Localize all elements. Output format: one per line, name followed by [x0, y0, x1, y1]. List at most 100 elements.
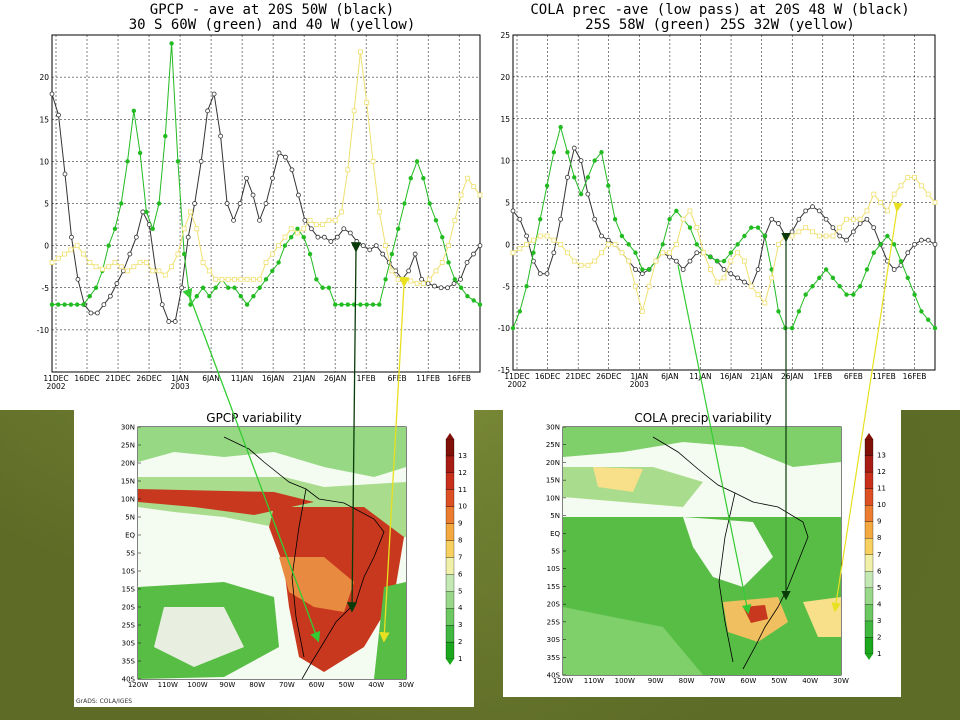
chart-0-series-0-point: [296, 192, 301, 198]
chart-1-series-2-point: [830, 233, 836, 239]
left-lat-label: 30S: [122, 640, 136, 648]
chart-0-series-0-point: [477, 243, 483, 249]
chart-0-series-2-point: [200, 260, 206, 265]
chart-1-series-2-point: [925, 191, 931, 197]
chart-1-ytick-label: 10: [500, 157, 510, 166]
chart-0-series-1-point: [226, 285, 231, 290]
chart-1-series-2-point: [619, 250, 625, 256]
chart-1-series-2-point: [517, 246, 523, 251]
right-colorbar-label: 3: [877, 617, 881, 625]
chart-0-xtick-label: 1FEB: [357, 374, 376, 383]
chart-0-series-2-point: [137, 260, 143, 265]
chart-1-series-1-point: [796, 309, 802, 314]
chart-1-series-1-point: [857, 284, 863, 289]
chart-0-series-0-point: [347, 230, 353, 236]
chart-1-ytick-label: -10: [498, 324, 510, 333]
chart-1-series-2-point: [762, 300, 768, 306]
chart-0-series-2-point: [402, 276, 407, 282]
chart-0-series-0-point: [179, 285, 185, 291]
chart-0-series-2-point: [301, 226, 307, 232]
chart-1-series-0-point: [517, 216, 523, 222]
left-lat-label: 35S: [122, 658, 136, 666]
left-lat-label: 20S: [122, 604, 136, 612]
right-lat-label: 40S: [547, 672, 561, 680]
chart-0-xtick-label: 11JAN: [231, 374, 253, 383]
chart-0-series-0-point: [166, 319, 172, 324]
chart-0-series-2-point: [295, 230, 300, 236]
chart-1-series-1-point: [885, 233, 890, 239]
chart-1-series-2-point: [776, 241, 781, 247]
left-colorbar-label: 9: [458, 520, 462, 528]
chart-0-series-2-point: [477, 192, 483, 198]
chart-0-series-0-point: [140, 209, 146, 215]
chart-1-series-1-point: [524, 284, 529, 289]
chart-0-series-1-point: [477, 302, 483, 307]
chart-0-series-1-point: [163, 133, 168, 139]
right-map-fields: [563, 427, 841, 675]
chart-1-series-2-point: [612, 241, 618, 247]
chart-1-xtick-label: 16DEC: [535, 372, 560, 381]
chart-1-series-2-point: [626, 258, 632, 264]
chart-0-series-2-point: [225, 276, 231, 282]
left-lon-label: 40W: [368, 681, 384, 689]
chart-0-xtick-label: 11FEB: [416, 374, 440, 383]
chart-1-series-1-point: [851, 292, 856, 297]
chart-0-xtick-label: 2003: [171, 382, 190, 391]
chart-1-series-1-point: [667, 217, 672, 222]
left-colorbar-label: 3: [458, 621, 462, 629]
chart-1-series-1-point: [714, 258, 720, 264]
chart-0-series-1-point: [339, 302, 344, 307]
right-colorbar-swatch: [864, 604, 874, 622]
left-colorbar-swatch: [445, 608, 455, 626]
chart-0-series-0-point: [321, 234, 327, 240]
left-lat-label: 30N: [121, 424, 135, 432]
chart-0-series-2-point: [351, 108, 357, 114]
chart-0-series-0-point: [133, 234, 139, 240]
chart-1-series-0-point: [796, 216, 802, 222]
right-lat-label: 25N: [546, 441, 560, 449]
right-colorbar-label: 8: [877, 534, 881, 542]
chart-1-series-1-point: [823, 267, 829, 272]
chart-1-series-1-point: [626, 242, 631, 247]
chart-1-xtick-label: 21JAN: [750, 372, 772, 381]
chart-1-series-0-point: [823, 216, 829, 222]
right-chart-title-line2: 25S 58W (green) 25S 32W (yellow): [585, 17, 855, 33]
chart-0-series-0-point: [224, 201, 230, 206]
chart-0-series-0-point: [445, 285, 450, 291]
chart-0-series-0-point: [471, 251, 476, 257]
chart-0-xtick-label: 6JAN: [202, 374, 220, 383]
chart-0-series-2-point: [288, 226, 294, 232]
chart-1-series-2-point: [905, 174, 911, 180]
right-itcz-yellow: [593, 467, 643, 492]
chart-0-series-2-point: [376, 209, 382, 215]
chart-1-series-2-point: [816, 233, 822, 239]
chart-1-series-0-point: [673, 258, 679, 264]
chart-0-series-1-point: [56, 302, 61, 307]
chart-1-xtick-label: 1JAN: [631, 372, 649, 381]
chart-0-series-2-point: [320, 222, 326, 227]
chart-1-series-2-point: [510, 250, 516, 256]
chart-0-series-1-point: [238, 293, 244, 299]
chart-1-series-0-point: [925, 237, 931, 243]
chart-0-series-0-point: [464, 260, 470, 265]
chart-0-series-2-point: [150, 268, 156, 274]
chart-1-series-2-point: [599, 250, 604, 256]
chart-0-series-1-point: [301, 235, 306, 240]
chart-0-series-1-point: [307, 251, 313, 257]
chart-0-series-2-point: [395, 276, 401, 282]
left-colorbar-label: 2: [458, 638, 462, 646]
chart-0-series-2-point: [332, 217, 338, 223]
chart-1-series-0-point: [578, 158, 584, 164]
left-lat-label: 10N: [121, 496, 135, 504]
right-lon-label: 80W: [679, 677, 695, 685]
left-lon-label: 50W: [339, 681, 355, 689]
right-lat-label: EQ: [550, 530, 560, 538]
chart-0-series-2-point: [68, 247, 74, 253]
right-lat-label: 5S: [551, 548, 560, 556]
chart-0-series-2-point: [326, 217, 332, 223]
left-colorbar-swatch: [445, 472, 455, 490]
chart-1-series-0-point: [837, 233, 843, 239]
chart-0-xtick-label: 6FEB: [388, 374, 407, 383]
